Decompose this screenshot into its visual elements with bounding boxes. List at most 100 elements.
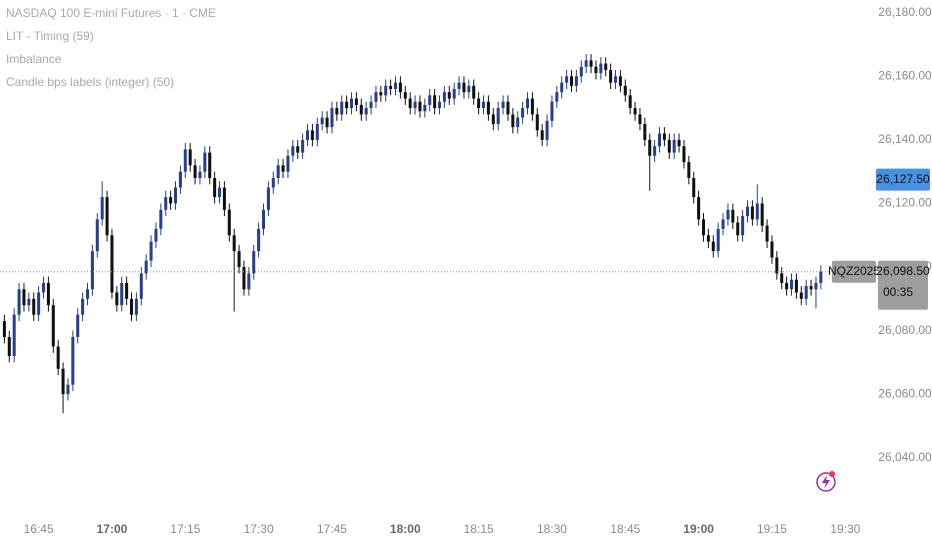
candle-body [261, 209, 266, 229]
last-price-label: 26,098.50 [876, 264, 930, 278]
x-tick-label: 17:45 [317, 522, 347, 536]
candle-body [198, 171, 202, 179]
candle-body [242, 267, 246, 290]
candle-body [770, 241, 774, 258]
candle-body [628, 95, 632, 109]
candle-body [403, 92, 407, 99]
candle-body [384, 85, 388, 96]
candle-body [814, 282, 818, 290]
indicator: LIT - Timing (59) [6, 29, 94, 43]
candle-body [393, 82, 398, 90]
candle-body [565, 76, 569, 83]
price-marker-label: 26,127.50 [876, 172, 930, 186]
candle-body [349, 98, 354, 109]
candle-body [173, 187, 178, 204]
y-tick-label: 26,080.00 [878, 323, 932, 337]
candle-body [252, 251, 256, 274]
candle-body [291, 146, 295, 156]
candle-body [437, 101, 442, 109]
candle-body [315, 123, 319, 140]
candle-body [701, 219, 706, 236]
candle-body [340, 101, 344, 115]
candle-body [726, 209, 730, 220]
candle-body [433, 95, 437, 109]
candle-body [609, 69, 613, 83]
candle-body [330, 108, 334, 128]
candle-body [653, 146, 657, 156]
candle-body [203, 152, 207, 172]
candle-body [657, 133, 662, 147]
candle-body [599, 63, 603, 74]
candle-body [736, 222, 740, 236]
candle-body [623, 85, 627, 96]
candle-body [677, 139, 681, 147]
legend: NASDAQ 100 E-mini Futures · 1 · CME LIT … [6, 6, 216, 89]
candle-body [496, 108, 500, 124]
candle-body [775, 257, 779, 274]
candle-body [530, 98, 534, 115]
candle-body [521, 108, 525, 118]
candle-body [618, 76, 622, 86]
candle-body [217, 187, 222, 198]
candle-body [682, 146, 686, 163]
candle-body [755, 203, 759, 220]
x-tick-label: 18:15 [464, 522, 494, 536]
x-tick-label: 17:00 [97, 522, 128, 536]
candle-body [345, 101, 349, 109]
candle-body [780, 273, 784, 283]
candle-body [222, 187, 226, 210]
price-marker-box [876, 168, 930, 191]
candle-body [569, 76, 574, 86]
candle-body [716, 228, 720, 252]
candle-body [169, 197, 173, 204]
candle-body [354, 98, 358, 105]
candle-body [486, 101, 490, 115]
candle-body [227, 209, 231, 236]
candle-body [741, 216, 745, 236]
candle-body [12, 314, 16, 357]
candle-body [472, 85, 476, 99]
candle-body [452, 89, 456, 99]
candle-body [672, 139, 676, 153]
y-tick-label: 26,060.00 [878, 386, 932, 400]
candle-body [159, 209, 163, 229]
candle-body [115, 292, 119, 306]
candle-body [301, 139, 305, 153]
candle-body [457, 82, 461, 90]
x-tick-label: 19:15 [757, 522, 787, 536]
x-tick-label: 17:15 [170, 522, 200, 536]
candle-body [144, 260, 148, 274]
candle-body [760, 203, 764, 226]
x-tick-label: 18:00 [390, 522, 421, 536]
candle-body [428, 95, 432, 105]
candle-body [423, 104, 427, 112]
candle-body [134, 298, 138, 315]
candle-body [281, 165, 285, 172]
candle-body [266, 187, 270, 210]
x-tick-label: 16:45 [24, 522, 54, 536]
candle-body [819, 271, 823, 283]
candle-body [81, 298, 85, 315]
candle-body [648, 139, 652, 156]
candle-body [188, 149, 192, 166]
indicator: Candle bps labels (integer) (50) [6, 75, 174, 89]
candle-body [643, 123, 647, 140]
candle-body [594, 66, 598, 74]
candle-body [467, 85, 471, 93]
candle-body [85, 289, 90, 299]
candle-body [721, 219, 725, 229]
candle-body [149, 241, 153, 261]
candle-body [359, 104, 363, 115]
candle-body [139, 273, 143, 299]
candle-body [129, 298, 134, 315]
candle-body [120, 282, 124, 306]
alert-icon[interactable] [816, 471, 836, 492]
candle-body [442, 92, 446, 102]
candle-body [125, 282, 129, 299]
candle-body [105, 197, 109, 236]
candle-body [208, 152, 212, 179]
countdown-label: 00:35 [883, 285, 913, 299]
candle-body [154, 228, 158, 242]
candle-body [477, 98, 481, 109]
